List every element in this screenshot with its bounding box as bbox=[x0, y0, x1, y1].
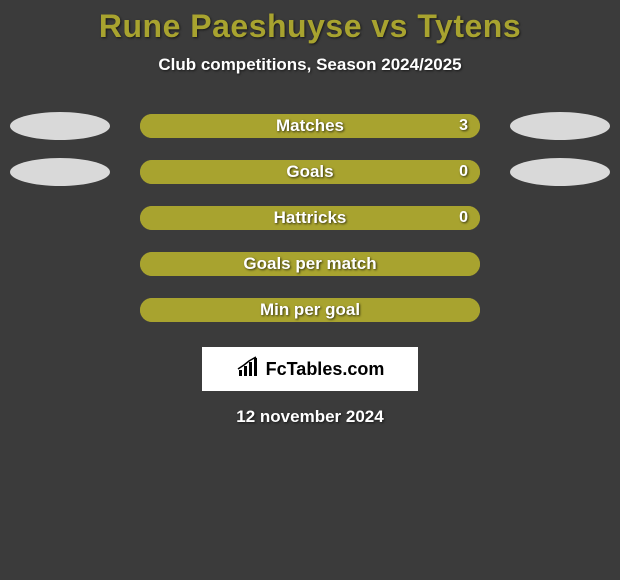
stat-label: Min per goal bbox=[140, 300, 480, 320]
player-right-marker bbox=[510, 158, 610, 186]
stat-label: Matches bbox=[140, 116, 480, 136]
stat-value: 0 bbox=[459, 163, 468, 181]
stat-bar-track: Goals0 bbox=[140, 160, 480, 184]
stat-row: Goals per match bbox=[0, 241, 620, 287]
stat-bar-chart: Matches3Goals0Hattricks0Goals per matchM… bbox=[0, 103, 620, 333]
player-right-marker bbox=[510, 112, 610, 140]
stat-bar-track: Matches3 bbox=[140, 114, 480, 138]
player-left-marker bbox=[10, 112, 110, 140]
stat-label: Goals per match bbox=[140, 254, 480, 274]
stat-row: Matches3 bbox=[0, 103, 620, 149]
stat-label: Goals bbox=[140, 162, 480, 182]
date-text: 12 november 2024 bbox=[0, 407, 620, 427]
stat-value: 3 bbox=[459, 117, 468, 135]
page-subtitle: Club competitions, Season 2024/2025 bbox=[0, 55, 620, 75]
stat-bar-track: Min per goal bbox=[140, 298, 480, 322]
comparison-infographic: Rune Paeshuyse vs Tytens Club competitio… bbox=[0, 0, 620, 580]
logo-chart-icon bbox=[236, 356, 262, 383]
stat-label: Hattricks bbox=[140, 208, 480, 228]
stat-bar-track: Goals per match bbox=[140, 252, 480, 276]
stat-row: Hattricks0 bbox=[0, 195, 620, 241]
stat-value: 0 bbox=[459, 209, 468, 227]
stat-bar-track: Hattricks0 bbox=[140, 206, 480, 230]
page-title: Rune Paeshuyse vs Tytens bbox=[0, 8, 620, 45]
player-left-marker bbox=[10, 158, 110, 186]
logo-text: FcTables.com bbox=[266, 359, 385, 380]
stat-row: Goals0 bbox=[0, 149, 620, 195]
stat-row: Min per goal bbox=[0, 287, 620, 333]
logo-box: FcTables.com bbox=[202, 347, 418, 391]
